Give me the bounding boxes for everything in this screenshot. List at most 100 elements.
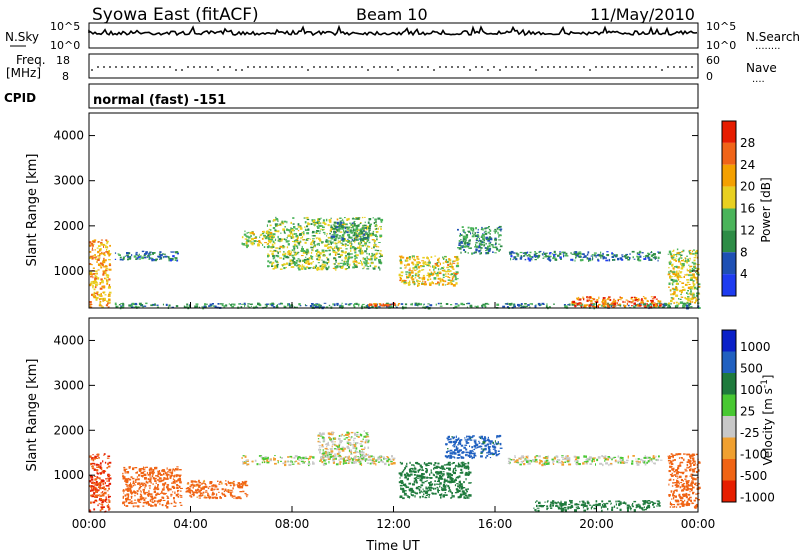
heatmap-cell [103, 297, 106, 300]
heatmap-cell [422, 262, 425, 264]
heatmap-cell [99, 487, 102, 490]
heatmap-cell [89, 509, 91, 511]
heatmap-cell [189, 485, 192, 488]
heatmap-cell [338, 459, 341, 461]
heatmap-cell [93, 288, 96, 291]
heatmap-cell [342, 235, 344, 238]
heatmap-cell [157, 484, 159, 486]
heatmap-cell [242, 461, 244, 463]
heatmap-cell [460, 465, 464, 468]
heatmap-cell [91, 485, 93, 488]
heatmap-cell [373, 221, 375, 225]
heatmap-cell [196, 496, 198, 498]
heatmap-cell [133, 491, 136, 494]
freq-dot [355, 66, 357, 68]
heatmap-cell [318, 444, 321, 447]
heatmap-cell [525, 306, 527, 309]
heatmap-cell [272, 254, 275, 258]
heatmap-cell [122, 472, 124, 475]
heatmap-cell [277, 461, 279, 464]
heatmap-cell [510, 258, 512, 261]
heatmap-cell [436, 486, 438, 489]
heatmap-cell [212, 303, 214, 305]
heatmap-cell [590, 255, 593, 257]
heatmap-cell [457, 465, 459, 468]
heatmap-cell [277, 235, 279, 239]
heatmap-cell [437, 264, 439, 267]
heatmap-cell [679, 281, 682, 283]
heatmap-cell [694, 297, 697, 299]
heatmap-cell [358, 304, 360, 307]
freq-dot [541, 66, 543, 68]
heatmap-cell [427, 477, 430, 479]
heatmap-cell [122, 495, 125, 497]
heatmap-cell [347, 458, 350, 460]
heatmap-cell [98, 465, 101, 468]
heatmap-cell [90, 477, 92, 479]
heatmap-cell [355, 247, 359, 249]
heatmap-cell [407, 496, 411, 498]
heatmap-cell [377, 303, 378, 306]
heatmap-cell [459, 235, 461, 237]
heatmap-cell [680, 254, 683, 256]
heatmap-cell [676, 271, 678, 274]
heatmap-cell [97, 258, 100, 261]
heatmap-cell [107, 252, 110, 255]
heatmap-cell [263, 246, 266, 248]
heatmap-cell [293, 247, 296, 249]
power-heatmap [89, 216, 701, 310]
heatmap-cell [614, 299, 617, 303]
heatmap-cell [403, 281, 407, 284]
heatmap-cell [151, 258, 154, 260]
heatmap-cell [272, 250, 276, 253]
heatmap-cell [399, 277, 402, 280]
heatmap-cell [439, 278, 441, 282]
heatmap-cell [680, 267, 684, 270]
heatmap-cell [643, 256, 645, 258]
heatmap-cell [462, 451, 465, 453]
heatmap-cell [455, 276, 457, 279]
heatmap-cell [91, 257, 94, 260]
heatmap-cell [342, 218, 344, 221]
heatmap-cell [245, 484, 249, 487]
heatmap-cell [676, 252, 679, 254]
heatmap-cell [334, 263, 336, 266]
heatmap-cell [442, 495, 445, 498]
heatmap-cell [406, 276, 409, 278]
heatmap-cell [490, 238, 493, 241]
heatmap-cell [364, 244, 366, 246]
heatmap-cell [198, 481, 201, 484]
heatmap-cell [447, 273, 450, 275]
heatmap-cell [129, 256, 131, 259]
heatmap-cell [451, 266, 454, 269]
heatmap-cell [159, 499, 162, 502]
heatmap-cell [244, 230, 246, 233]
heatmap-cell [417, 266, 421, 269]
heatmap-cell [643, 305, 646, 307]
heatmap-cell [197, 488, 200, 491]
heatmap-cell [341, 244, 345, 246]
heatmap-cell [250, 242, 252, 245]
heatmap-cell [335, 463, 339, 466]
heatmap-cell [108, 264, 112, 267]
heatmap-cell [362, 438, 364, 440]
heatmap-cell [122, 256, 125, 259]
heatmap-cell [413, 464, 415, 467]
heatmap-cell [400, 271, 404, 274]
heatmap-cell [326, 448, 329, 451]
heatmap-cell [269, 235, 271, 238]
heatmap-cell [225, 490, 229, 492]
heatmap-cell [151, 501, 154, 503]
heatmap-cell [97, 455, 99, 458]
heatmap-cell [164, 482, 167, 485]
heatmap-cell [308, 457, 311, 460]
heatmap-cell [350, 257, 353, 259]
heatmap-cell [379, 268, 381, 271]
heatmap-cell [141, 250, 145, 253]
freq-dot [103, 66, 105, 68]
heatmap-cell [179, 487, 183, 489]
heatmap-cell [268, 228, 271, 231]
heatmap-cell [406, 462, 408, 465]
heatmap-cell [104, 294, 107, 296]
heatmap-cell [308, 257, 311, 260]
